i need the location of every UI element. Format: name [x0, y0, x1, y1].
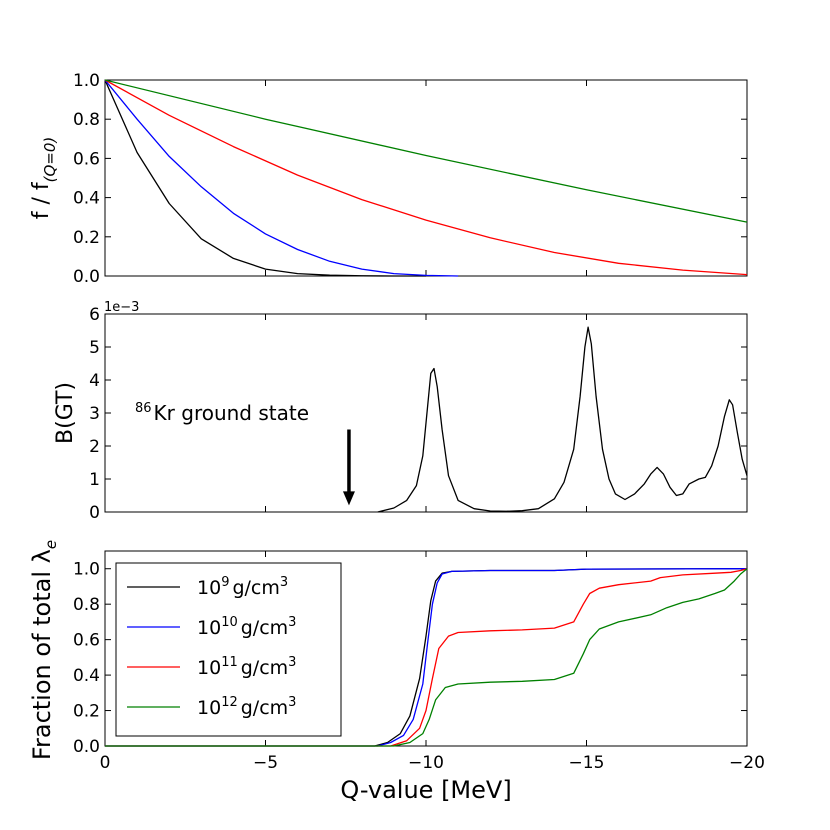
series-line-bottom-3: [105, 568, 748, 747]
top-ylabel-main: f / f: [29, 181, 54, 219]
annotation-text: 86 Kr ground state: [135, 401, 309, 425]
y-tick-label: 0.2: [73, 228, 100, 248]
svg-text:f / f(Q=0): f / f(Q=0): [29, 137, 59, 220]
middle-scale-label: 1e−3: [104, 300, 139, 315]
y-tick-label: 5: [89, 338, 100, 358]
y-tick-label: 0.6: [73, 631, 100, 651]
series-layer: [104, 79, 748, 747]
top-panel-frame: [104, 79, 748, 277]
y-tick-label: 0: [89, 503, 100, 523]
bottom-ylabel-sub: e: [42, 540, 60, 549]
series-line-bottom-1: [105, 568, 748, 747]
annotation-main: Kr ground state: [154, 401, 309, 425]
legend-entry-label: 1012 g/cm3: [197, 695, 296, 719]
y-tick-label: 0.4: [73, 666, 100, 686]
y-tick-label: 0.2: [73, 702, 100, 722]
y-tick-label: 0.6: [73, 149, 100, 169]
svg-text:Fraction of total λe: Fraction of total λe: [28, 540, 60, 760]
top-ylabel-sub: (Q=0): [41, 137, 59, 183]
legend-entry-label: 1010 g/cm3: [197, 615, 296, 639]
y-tick-label: 1: [89, 470, 100, 490]
annotation: 86 Kr ground state: [135, 401, 355, 506]
legend-entry-label: 109 g/cm3: [197, 575, 288, 599]
bottom-ylabel-main: Fraction of total λ: [28, 549, 56, 760]
series-line-top-3: [104, 79, 748, 223]
x-tick-label: −15: [569, 753, 605, 773]
x-tick-label: −20: [729, 753, 765, 773]
y-tick-label: 0.0: [73, 737, 100, 757]
ticks-layer: 0.0 0.2 0.4 0.6 0.8 1.0 0 1 2 3 4 5 6 0.0 0.2 0.4 0.6 0.8…: [73, 71, 765, 773]
y-tick-label: 2: [89, 437, 100, 457]
series-line-bottom-2: [105, 568, 748, 747]
top-ylabel: f / f(Q=0): [29, 137, 59, 220]
legend: 109 g/cm3 1010 g/cm3 1011 g/cm3 1012 g/cm3: [115, 562, 342, 737]
annotation-arrow-head: [342, 491, 355, 506]
series-line-top-1: [104, 79, 459, 277]
x-tick-label: −10: [408, 753, 444, 773]
annotation-sup: 86: [135, 401, 152, 416]
y-tick-label: 0.8: [73, 595, 100, 615]
legend-entry-label: 1011 g/cm3: [197, 655, 296, 679]
bottom-ylabel: Fraction of total λe: [28, 540, 60, 760]
series-line-top-2: [104, 79, 748, 276]
y-tick-label: 1.0: [73, 71, 100, 91]
series-line-middle-0: [377, 326, 748, 513]
y-tick-label: 0.0: [73, 267, 100, 287]
y-tick-label: 1.0: [73, 560, 100, 580]
series-line-top-0: [104, 79, 426, 277]
y-tick-label: 4: [89, 371, 100, 391]
y-tick-label: 6: [89, 305, 100, 325]
y-tick-label: 3: [89, 404, 100, 424]
y-tick-label: 0.8: [73, 110, 100, 130]
x-tick-label: −5: [253, 753, 278, 773]
y-tick-label: 0.4: [73, 189, 100, 209]
middle-ylabel: B(GT): [53, 382, 78, 444]
x-tick-label: 0: [100, 753, 111, 773]
x-axis-label: Q-value [MeV]: [340, 776, 511, 804]
